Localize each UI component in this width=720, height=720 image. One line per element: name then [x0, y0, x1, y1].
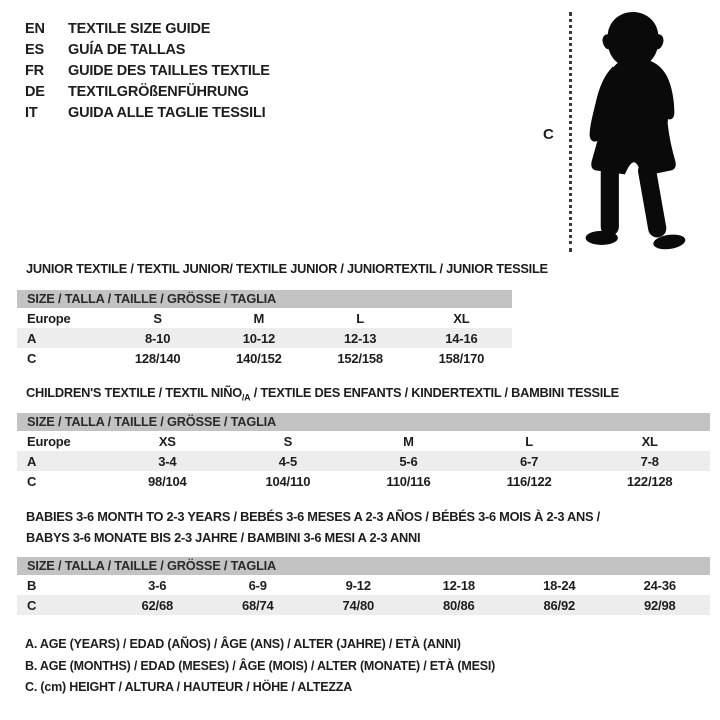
size-cell: 80/86 [442, 597, 475, 613]
language-code: ES [25, 41, 44, 58]
size-cell: 4-5 [278, 453, 297, 469]
size-cell: 5-6 [399, 453, 418, 469]
size-cell: 14-16 [445, 330, 478, 346]
size-cell: 86/92 [543, 597, 576, 613]
size-cell: XL [453, 310, 470, 326]
height-reference-line [569, 12, 572, 252]
size-cell: 62/68 [141, 597, 174, 613]
language-row-de: DE TEXTILGRÖßENFÜHRUNG [25, 81, 270, 102]
table-header-children: SIZE / TALLA / TAILLE / GRÖSSE / TAGLIA [17, 413, 710, 431]
size-cell: S [283, 433, 293, 449]
size-cell: 8-10 [145, 330, 171, 346]
table-row-height: C 98/104 104/110 110/116 116/122 122/128 [17, 471, 710, 491]
table-row-height: C 62/68 68/74 74/80 80/86 86/92 92/98 [17, 595, 710, 615]
size-cell: S [153, 310, 162, 326]
size-cell: 92/98 [643, 597, 676, 613]
toddler-silhouette-icon [585, 12, 686, 250]
height-reference-figure: C [540, 6, 715, 256]
footnote-legend: A. AGE (YEARS) / EDAD (AÑOS) / ÂGE (ANS)… [25, 637, 495, 702]
size-cell: L [356, 310, 364, 326]
size-cell: 128/140 [134, 350, 181, 366]
row-label: Europe [27, 433, 71, 449]
size-cell: 6-9 [248, 577, 267, 593]
size-cell: M [403, 433, 414, 449]
section-title-junior: JUNIOR TEXTILE / TEXTIL JUNIOR/ TEXTILE … [26, 261, 548, 276]
size-cell: 12-18 [442, 577, 475, 593]
table-row-europe: Europe S M L XL [17, 308, 512, 328]
language-row-fr: FR GUIDE DES TAILLES TEXTILE [25, 60, 270, 81]
size-cell: 18-24 [543, 577, 576, 593]
size-cell: 122/128 [626, 473, 673, 489]
figure-height-label: C [543, 126, 554, 143]
size-cell: 24-36 [643, 577, 676, 593]
row-label: C [27, 597, 37, 613]
size-cell: 74/80 [342, 597, 375, 613]
size-table-junior: SIZE / TALLA / TAILLE / GRÖSSE / TAGLIA … [17, 290, 512, 368]
size-table-children: SIZE / TALLA / TAILLE / GRÖSSE / TAGLIA … [17, 413, 710, 491]
language-row-es: ES GUÍA DE TALLAS [25, 39, 270, 60]
size-cell: 68/74 [241, 597, 274, 613]
size-cell: 104/110 [265, 473, 311, 489]
section-title-text: / TEXTILE DES ENFANTS / KINDERTEXTIL / B… [250, 385, 619, 400]
table-row-height: C 128/140 140/152 152/158 158/170 [17, 348, 512, 368]
footnote-height-cm: C. (cm) HEIGHT / ALTURA / HAUTEUR / HÖHE… [25, 680, 353, 694]
table-row-europe: Europe XS S M L XL [17, 431, 710, 451]
table-row-age: A 3-4 4-5 5-6 6-7 7-8 [17, 451, 710, 471]
size-cell: 12-13 [344, 330, 377, 346]
table-header-babies: SIZE / TALLA / TAILLE / GRÖSSE / TAGLIA [17, 557, 710, 575]
table-header-junior: SIZE / TALLA / TAILLE / GRÖSSE / TAGLIA [17, 290, 512, 308]
row-label: C [27, 350, 37, 366]
section-title-line: BABIES 3-6 MONTH TO 2-3 YEARS / BEBÉS 3-… [26, 509, 600, 524]
size-cell: 3-6 [148, 577, 167, 593]
language-title: GUÍA DE TALLAS [68, 41, 186, 58]
row-label: Europe [27, 310, 71, 326]
size-cell: 158/170 [438, 350, 485, 366]
language-list: EN TEXTILE SIZE GUIDE ES GUÍA DE TALLAS … [25, 18, 270, 123]
size-cell: 10-12 [242, 330, 275, 346]
language-title: GUIDA ALLE TAGLIE TESSILI [68, 104, 266, 121]
section-title-text: CHILDREN'S TEXTILE / TEXTIL NIÑO [26, 385, 242, 400]
language-row-it: IT GUIDA ALLE TAGLIE TESSILI [25, 102, 270, 123]
size-cell: XS [158, 433, 176, 449]
size-cell: M [253, 310, 265, 326]
table-row-months: B 3-6 6-9 9-12 12-18 18-24 24-36 [17, 575, 710, 595]
size-cell: 110/116 [386, 473, 431, 489]
table-row-age: A 8-10 10-12 12-13 14-16 [17, 328, 512, 348]
row-label: A [27, 453, 37, 469]
row-label: A [27, 330, 37, 346]
size-cell: 6-7 [519, 453, 539, 469]
language-title: TEXTILE SIZE GUIDE [68, 20, 211, 37]
language-code: EN [25, 20, 45, 37]
language-title: TEXTILGRÖßENFÜHRUNG [68, 83, 249, 100]
section-title-line: BABYS 3-6 MONATE BIS 2-3 JAHRE / BAMBINI… [26, 529, 421, 545]
language-code: DE [25, 83, 45, 100]
size-cell: 98/104 [148, 473, 187, 489]
footnote-age-years: A. AGE (YEARS) / EDAD (AÑOS) / ÂGE (ANS)… [25, 637, 461, 651]
row-label: B [27, 577, 37, 593]
size-cell: 7-8 [640, 453, 659, 469]
size-cell: XL [641, 433, 658, 449]
footnote-age-months: B. AGE (MONTHS) / EDAD (MESES) / ÂGE (MO… [25, 658, 496, 673]
size-cell: 116/122 [506, 473, 552, 489]
row-label: C [27, 473, 37, 489]
size-cell: 9-12 [345, 577, 371, 593]
language-code: IT [25, 104, 38, 121]
section-title-subscript: /A [241, 392, 251, 403]
language-title: GUIDE DES TAILLES TEXTILE [68, 62, 270, 79]
language-row-en: EN TEXTILE SIZE GUIDE [25, 18, 270, 39]
size-table-babies: SIZE / TALLA / TAILLE / GRÖSSE / TAGLIA … [17, 557, 710, 615]
size-cell: 140/152 [236, 350, 282, 366]
size-cell: L [525, 433, 533, 449]
section-title-babies: BABIES 3-6 MONTH TO 2-3 YEARS / BEBÉS 3-… [26, 507, 600, 548]
section-title-children: CHILDREN'S TEXTILE / TEXTIL NIÑO/A / TEX… [26, 385, 619, 403]
size-cell: 152/158 [337, 350, 383, 366]
language-code: FR [25, 62, 44, 79]
size-cell: 3-4 [158, 453, 177, 469]
